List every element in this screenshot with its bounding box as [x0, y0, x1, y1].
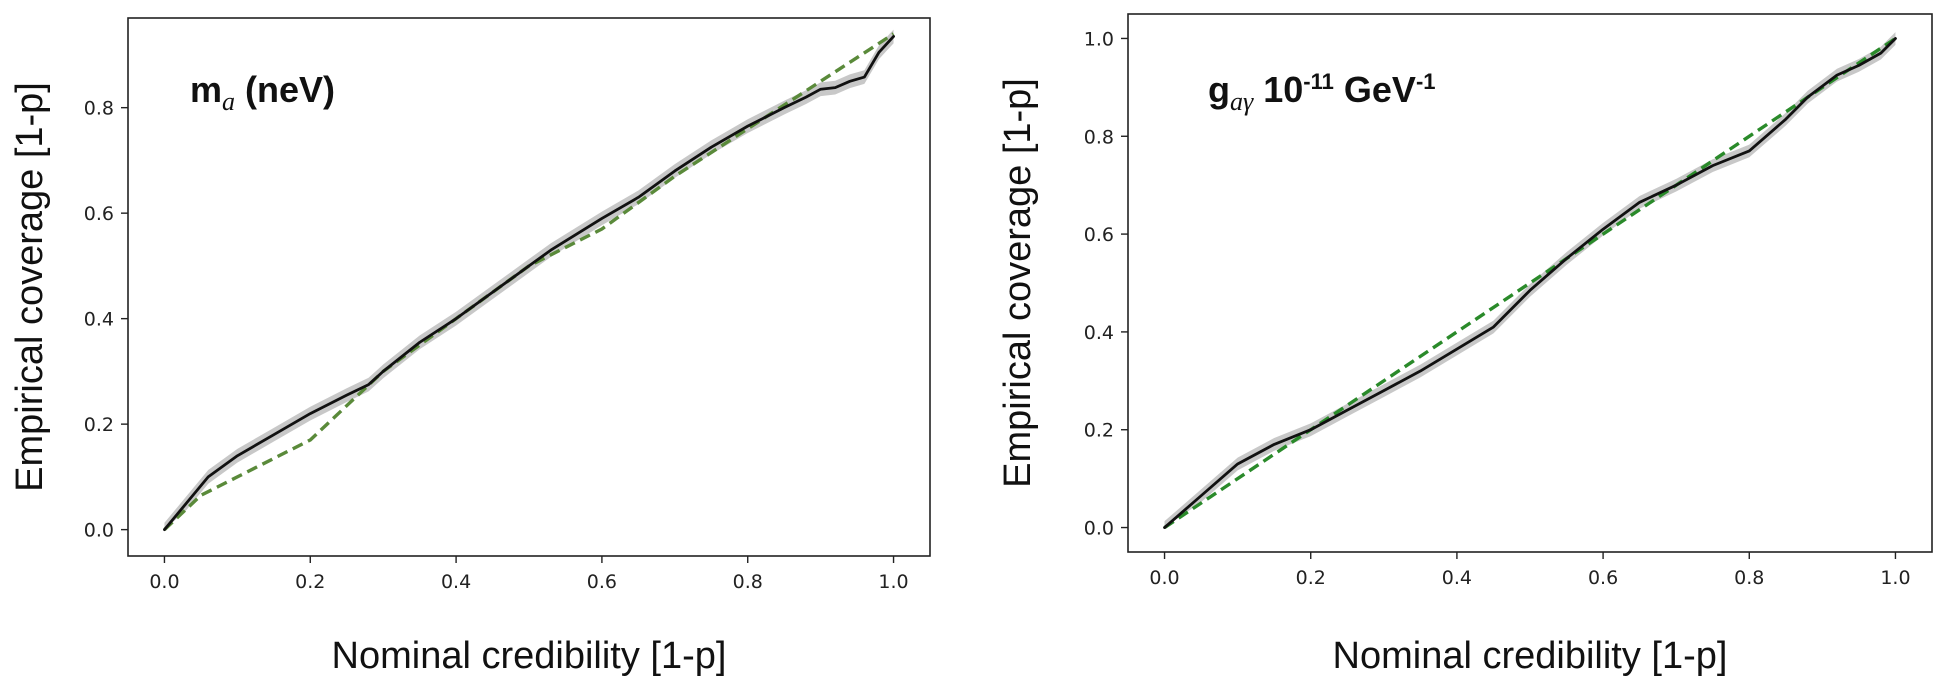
coupling-empirical-line: [1163, 37, 1897, 529]
mass-y-axis-label: Empirical coverage [1-p]: [9, 82, 51, 492]
mass-x-tick-label: 1.0: [878, 571, 908, 593]
coupling-x-tick-label: 1.0: [1880, 567, 1910, 589]
mass-x-axis-label: Nominal credibility [1-p]: [332, 635, 727, 677]
mass-parameter-annotation: ma (neV): [190, 69, 335, 116]
chart-svg-coupling: 0.0 0.2 0.4 0.6 0.8 1.0 0.0 0.2 0.4 0.6 0.8 1.0 Nomi…: [997, 13, 1933, 677]
chart-panel-mass: 0.0 0.2 0.4 0.6 0.8 1.0 0.0 0.2 0.4 0.6 0.8 Nominal…: [9, 17, 931, 677]
mass-x-tick-label: 0.8: [733, 571, 763, 593]
coupling-x-tick-label: 0.6: [1588, 567, 1618, 589]
mass-x-tick-label: 0.2: [295, 571, 325, 593]
chart-panel-coupling: 0.0 0.2 0.4 0.6 0.8 1.0 0.0 0.2 0.4 0.6 0.8 1.0 Nomi…: [978, 0, 1955, 699]
coupling-y-tick-label: 0.8: [1084, 126, 1114, 148]
coupling-plot-frame: [1127, 13, 1933, 553]
coupling-x-tick-label: 0.8: [1734, 567, 1764, 589]
chart-svg-mass: 0.0 0.2 0.4 0.6 0.8 1.0 0.0 0.2 0.4 0.6 0.8 Nominal…: [9, 17, 931, 677]
mass-x-tick-label: 0.0: [149, 571, 179, 593]
coupling-y-axis-label: Empirical coverage [1-p]: [997, 78, 1039, 488]
coupling-y-tick-label: 1.0: [1084, 28, 1114, 50]
coupling-y-tick-label: 0.6: [1084, 224, 1114, 246]
mass-plot-frame: [127, 17, 931, 557]
coupling-reference-line: [1163, 37, 1897, 529]
mass-x-tick-label: 0.6: [587, 571, 617, 593]
mass-y-tick-label: 0.0: [84, 520, 114, 542]
coupling-y-tick-label: 0.2: [1084, 420, 1114, 442]
mass-empirical-line: [163, 35, 895, 532]
mass-y-tick-label: 0.4: [84, 309, 114, 331]
coupling-x-tick-label: 0.0: [1149, 567, 1179, 589]
coupling-x-tick-label: 0.2: [1296, 567, 1326, 589]
coupling-parameter-annotation: gaγ 10-11 GeV-1: [1208, 69, 1436, 116]
coupling-x-axis-label: Nominal credibility [1-p]: [1333, 635, 1728, 677]
mass-y-tick-label: 0.6: [84, 203, 114, 225]
coupling-y-tick-label: 0.4: [1084, 322, 1114, 344]
mass-x-tick-label: 0.4: [441, 571, 471, 593]
mass-y-tick-label: 0.2: [84, 414, 114, 436]
coupling-x-tick-label: 0.4: [1442, 567, 1472, 589]
mass-y-tick-label: 0.8: [84, 98, 114, 120]
coupling-uncertainty-band: [1164, 32, 1896, 528]
coupling-y-tick-label: 0.0: [1084, 518, 1114, 540]
